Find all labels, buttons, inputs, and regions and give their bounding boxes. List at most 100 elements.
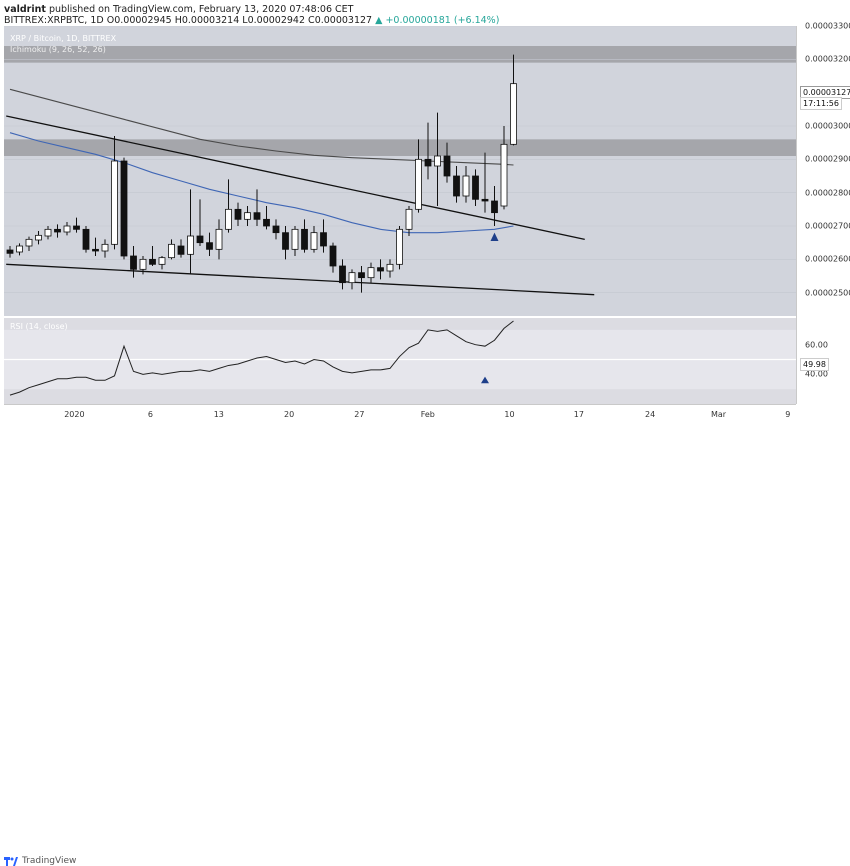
time-axis[interactable]: 2020 6 13 20 27 Feb 10 17 24 Mar 9 [4,404,796,427]
candle[interactable] [215,219,223,260]
price-tick-label: 0.00002700 [805,221,850,231]
price-tick-label: 0.00002800 [805,188,850,198]
candle[interactable] [54,224,61,238]
candle[interactable] [462,166,470,203]
candle[interactable] [225,179,232,233]
price-tick-label: 0.00003200 [805,54,850,64]
candle[interactable] [25,236,33,251]
moving-average-blue [9,132,514,234]
price-pane[interactable] [4,25,796,316]
candle[interactable] [253,189,261,226]
candle[interactable] [158,256,166,270]
candle[interactable] [367,262,375,283]
price-tick-label: 0.00003300 [805,21,850,31]
time-tick-label: 27 [354,410,365,419]
chart-header: valdrint published on TradingView.com, F… [0,0,850,26]
legend-indicator[interactable]: Ichimoku (9, 26, 52, 26) [10,45,106,54]
legend-pair[interactable]: XRP / Bitcoin, 1D, BITTREX [10,34,117,43]
candle[interactable] [139,256,147,275]
price-chart-svg [4,25,796,296]
candle[interactable] [291,226,299,256]
candle[interactable] [415,139,422,213]
candle[interactable] [434,112,441,206]
candle[interactable] [510,54,517,146]
candle[interactable] [453,166,460,203]
candle[interactable] [16,243,23,256]
candle[interactable] [6,246,14,258]
candle[interactable] [301,219,308,253]
lower-support-trendline[interactable] [6,263,595,296]
tradingview-brand[interactable]: TradingView [4,856,76,866]
candle[interactable] [339,259,346,290]
symbol-label: BITTREX:XRPBTC, 1D [4,15,104,26]
header-line: valdrint published on TradingView.com, F… [4,4,499,26]
rsi-tick-label: 60.00 [805,340,828,350]
candle[interactable] [120,157,128,260]
candle[interactable] [481,152,489,213]
candle[interactable] [472,169,479,206]
candle[interactable] [101,239,109,258]
candle[interactable] [187,189,194,275]
candle[interactable] [396,226,403,270]
rsi-pane[interactable] [4,318,796,404]
close-label: C [308,15,315,26]
open-label: O [106,15,115,26]
candle[interactable] [149,246,156,266]
candle[interactable] [234,202,242,226]
candle[interactable] [168,239,175,260]
candle[interactable] [424,122,432,180]
low-value: 0.00002942 [247,15,306,26]
rsi-chart-svg [4,320,796,396]
author-name[interactable]: valdrint [4,4,46,15]
candle[interactable] [358,266,365,293]
candle[interactable] [63,222,71,236]
rsi-tick-label: 40.00 [805,369,828,379]
price-tick-label: 0.00002600 [805,254,850,264]
high-value: 0.00003214 [181,15,240,26]
close-value: 0.00003127 [314,15,373,26]
candle[interactable] [310,226,318,253]
candle[interactable] [206,232,213,256]
candle[interactable] [196,199,204,246]
candle[interactable] [491,186,498,226]
time-tick-label: 2020 [64,410,85,419]
time-tick-label: 6 [147,410,153,419]
price-axis[interactable]: 0.00003300 0.00003200 0.00003000 0.00002900… [796,22,850,404]
candle[interactable] [177,239,185,258]
bullish-triangle-marker [490,232,499,241]
countdown-tag: 17:11:56 [800,97,842,110]
candle[interactable] [111,136,118,250]
rsi-line[interactable] [9,320,514,396]
time-tick-label: Mar [710,410,727,419]
candle[interactable] [329,242,337,273]
publish-info: published on TradingView.com, February 1… [48,4,354,15]
time-tick-label: 20 [284,410,295,419]
candle[interactable] [272,219,280,240]
candle[interactable] [443,142,451,183]
candle[interactable] [348,269,356,290]
candle[interactable] [377,259,384,280]
candle[interactable] [130,246,137,278]
candle[interactable] [44,226,52,240]
candle[interactable] [244,206,251,226]
change-value: ▲ +0.00000181 (+6.14%) [375,15,500,26]
chart-legend: XRP / Bitcoin, 1D, BITTREX Ichimoku (9, … [10,33,116,55]
candle[interactable] [263,206,270,230]
time-tick-label: 17 [573,410,584,419]
pane-separator[interactable] [4,316,796,318]
candle[interactable] [35,231,42,245]
rsi-legend[interactable]: RSI (14, close) [10,322,68,331]
candle[interactable] [92,237,99,256]
candle[interactable] [500,126,508,210]
time-tick-label: 13 [213,410,224,419]
candle[interactable] [405,206,413,236]
high-label: H [174,15,182,26]
candle[interactable] [82,226,90,253]
resistance-zone-lower [4,139,796,156]
candle[interactable] [320,219,327,253]
candle[interactable] [386,259,394,278]
candle[interactable] [73,217,80,233]
descending-resistance-trendline[interactable] [6,115,585,240]
candle[interactable] [282,226,289,260]
time-tick-label: Feb [420,410,435,419]
